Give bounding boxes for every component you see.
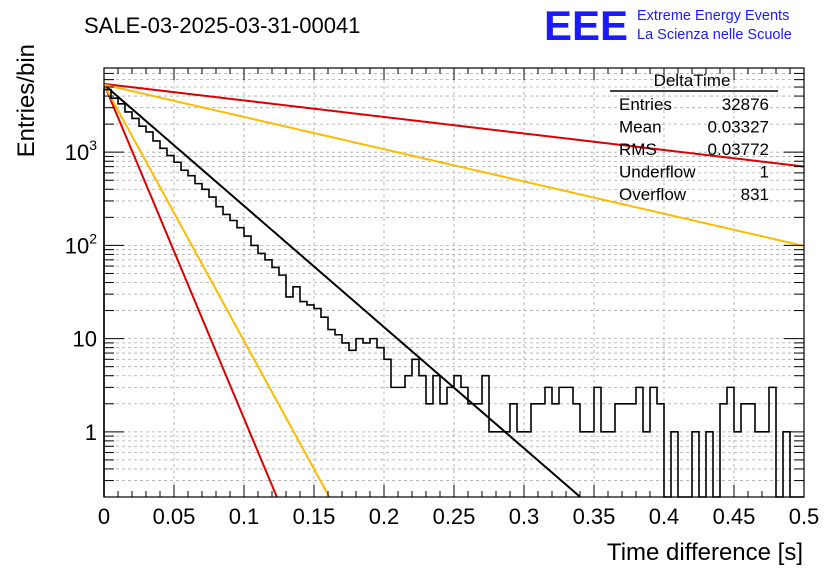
x-tick-label: 0.3 xyxy=(509,504,540,529)
axis-ticks xyxy=(103,67,805,498)
stats-label: Overflow xyxy=(619,185,687,204)
x-axis-label: Time difference [s] xyxy=(607,539,803,566)
x-tick-label: 0.5 xyxy=(789,504,820,529)
stats-label: RMS xyxy=(619,140,657,159)
y-tick-label: 10 xyxy=(73,327,97,352)
stats-value: 831 xyxy=(741,185,769,204)
eee-logo-mark: EEE xyxy=(544,2,628,49)
y-tick-label: 102 xyxy=(65,230,97,258)
x-tick-label: 0.25 xyxy=(433,504,476,529)
grid-lines xyxy=(104,67,804,498)
fit-curve xyxy=(103,83,278,498)
stats-box: DeltaTime Entries 32876 Mean 0.03327 RMS 0.03… xyxy=(610,71,778,204)
stats-value: 0.03327 xyxy=(708,118,769,137)
stats-value: 1 xyxy=(760,163,769,182)
eee-logo: EEE Extreme Energy Events La Scienza nel… xyxy=(544,2,792,49)
stats-label: Mean xyxy=(619,118,662,137)
stats-value: 32876 xyxy=(722,95,769,114)
x-tick-label: 0.2 xyxy=(369,504,400,529)
fit-curve xyxy=(103,83,581,498)
logo-line-2: La Scienza nelle Scuole xyxy=(637,27,792,43)
stats-title: DeltaTime xyxy=(654,71,731,90)
x-tick-label: 0.1 xyxy=(229,504,260,529)
x-tick-labels: 0 0.05 0.1 0.15 0.2 0.25 0.3 0.35 0.4 0.45 0.5 xyxy=(98,504,819,529)
x-tick-label: 0.15 xyxy=(293,504,336,529)
x-tick-label: 0.45 xyxy=(713,504,756,529)
x-tick-label: 0 xyxy=(98,504,110,529)
y-tick-label: 103 xyxy=(65,137,97,165)
y-tick-labels: 1 10 102 103 xyxy=(65,137,97,445)
chart-title: SALE-03-2025-03-31-00041 xyxy=(84,13,360,38)
fit-curves xyxy=(103,82,805,498)
fit-curve xyxy=(103,82,805,168)
fit-curve xyxy=(103,84,331,498)
stats-label: Entries xyxy=(619,95,672,114)
x-tick-label: 0.35 xyxy=(573,504,616,529)
logo-line-1: Extreme Energy Events xyxy=(637,8,789,24)
x-tick-label: 0.4 xyxy=(649,504,680,529)
y-axis-label: Entries/bin xyxy=(13,44,40,157)
fit-curve xyxy=(103,83,805,247)
stats-value: 0.03772 xyxy=(708,140,769,159)
y-tick-label: 1 xyxy=(85,420,97,445)
x-tick-label: 0.05 xyxy=(153,504,196,529)
stats-label: Underflow xyxy=(619,163,696,182)
